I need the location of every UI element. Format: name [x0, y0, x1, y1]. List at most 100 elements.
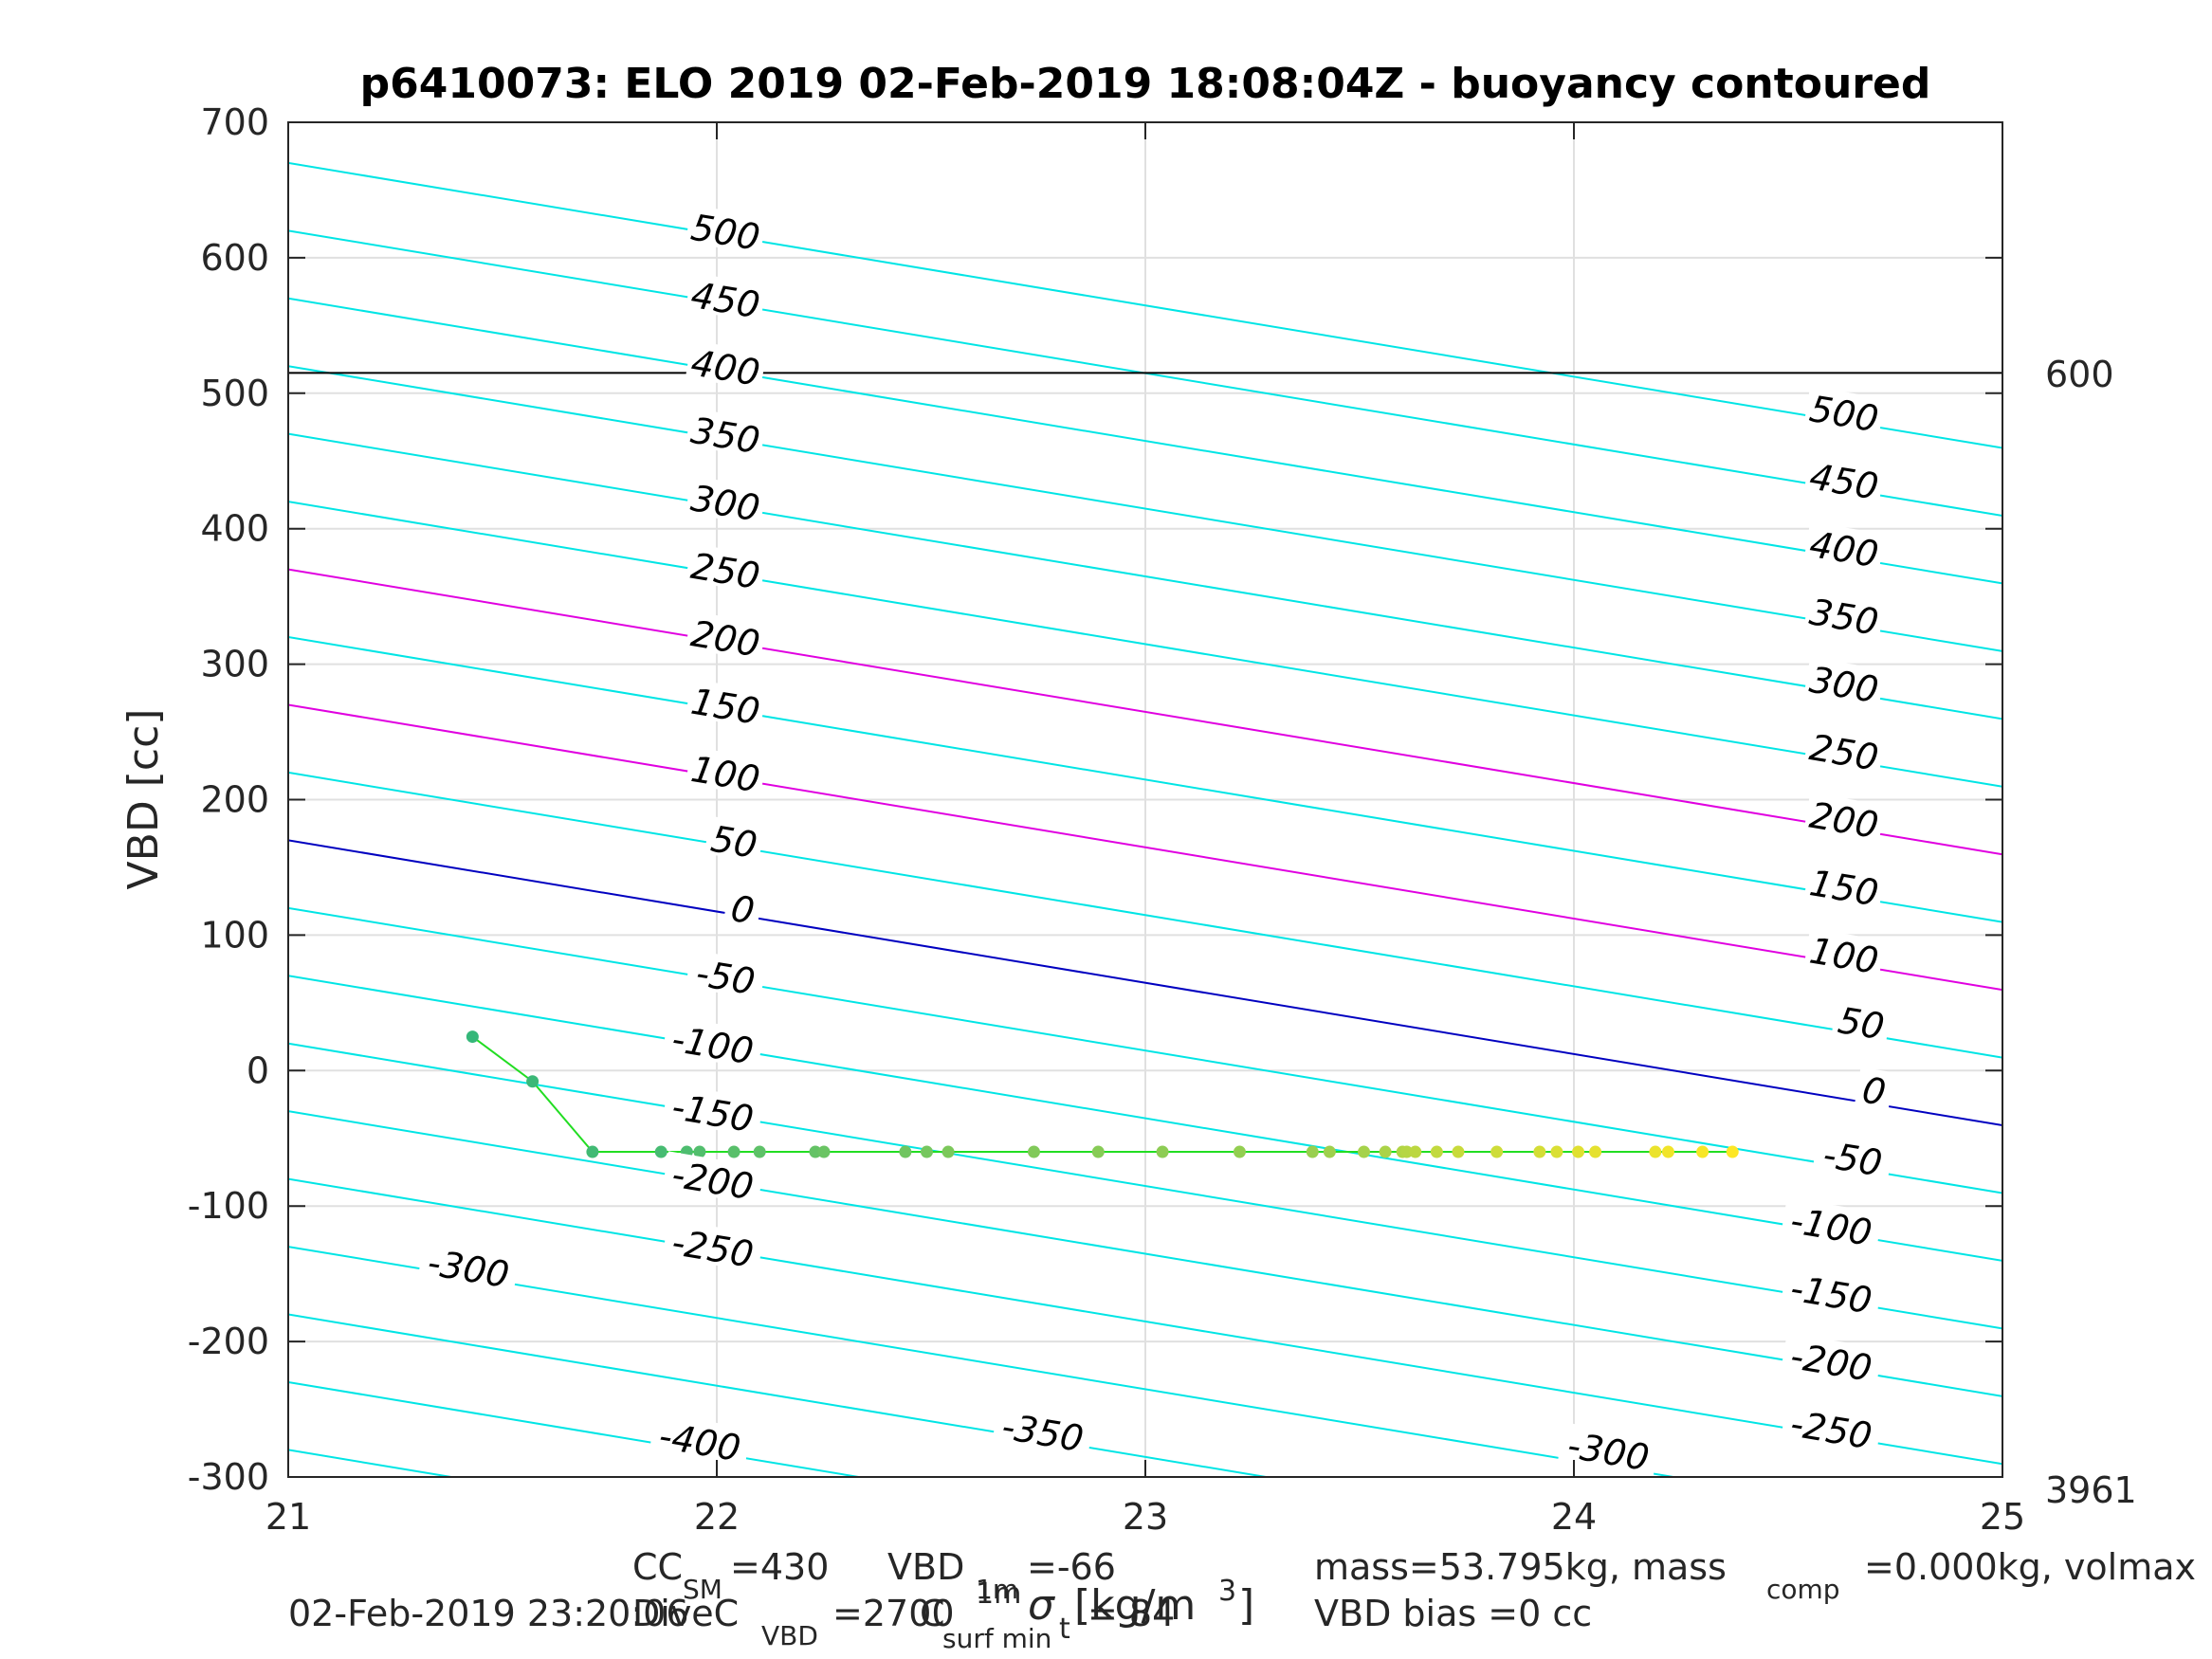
y-tick-label: -200	[188, 1321, 269, 1362]
contour-label-bg	[1803, 386, 1886, 437]
contour-line	[288, 906, 2002, 1194]
profile-point	[899, 1145, 912, 1158]
contour-label-bg	[1781, 1197, 1883, 1251]
profile-point	[753, 1145, 766, 1158]
contour-label-bg	[662, 1083, 764, 1138]
y-tick-label: 200	[200, 779, 269, 821]
contour-label-left: 0	[722, 885, 763, 932]
profile-point	[1550, 1145, 1563, 1158]
contour-label-text: 50	[708, 818, 760, 866]
contour-line	[288, 365, 2002, 652]
contour-label-left: 350	[685, 408, 767, 462]
footer-divec-value: =2700	[832, 1593, 955, 1634]
x-axis-label-sup: 1m	[976, 1577, 1021, 1611]
footer-cc-sub: SM	[683, 1574, 722, 1605]
footer-csurf-sub: surf min	[942, 1623, 1051, 1654]
x-axis-label-sub: t	[1059, 1613, 1070, 1646]
contour-label-bg	[1781, 1332, 1883, 1387]
contour-line	[288, 297, 2002, 585]
footer-cc-sm: CC SM =430	[632, 1546, 829, 1607]
profile-point	[526, 1075, 539, 1088]
contour-label-left: -50	[685, 949, 767, 1003]
profile-point	[1156, 1145, 1169, 1158]
profile-series	[466, 1030, 1739, 1158]
contour-label-text: 50	[1836, 999, 1888, 1048]
footer-mass: mass=53.795kg, mass comp =0.000kg, volma…	[1314, 1546, 2196, 1607]
contour-label-right: 200	[1803, 793, 1886, 847]
chart-title: p6410073: ELO 2019 02-Feb-2019 18:08:04Z…	[360, 60, 1931, 108]
contour-label-bg	[1558, 1422, 1660, 1476]
contour-label-right: -50	[1812, 1131, 1894, 1184]
contour-label-bg	[417, 1239, 521, 1293]
profile-point	[1452, 1145, 1465, 1158]
x-axis-label: 1m σ t [kg/m 3 ]	[976, 1562, 1254, 1649]
contour-label-left: 500	[685, 204, 767, 259]
y-tick-label: 0	[247, 1049, 269, 1091]
profile-point	[1533, 1145, 1546, 1158]
x-axis-label-unit-close: ]	[1238, 1581, 1254, 1630]
contour-label-left: 50	[704, 815, 765, 866]
profile-point	[941, 1145, 955, 1158]
contour-label-bg	[685, 339, 767, 391]
contour-label-right: 50	[1831, 997, 1892, 1048]
contour-line	[288, 771, 2002, 1059]
y-tick-label: 700	[200, 101, 269, 143]
contour-label-bg	[649, 1413, 752, 1467]
ref-line-label: 600	[2045, 354, 2114, 395]
y-tick-label: 500	[200, 373, 269, 414]
profile-point	[727, 1145, 740, 1158]
footer-vbd-bias: VBD bias =0 cc	[1314, 1593, 1592, 1634]
footer-mass-sub: comp	[1766, 1574, 1840, 1605]
contour-label-right: 0	[1855, 1066, 1895, 1114]
contour-line	[288, 432, 2002, 720]
y-tick-label: -300	[188, 1456, 269, 1498]
contour-label-bg	[1803, 793, 1886, 843]
profile-point	[1661, 1145, 1674, 1158]
profile-point	[1572, 1145, 1585, 1158]
footer-divec: DiveC VBD =2700	[632, 1593, 955, 1653]
contour-line	[288, 568, 2002, 856]
y-tick-label: 300	[200, 644, 269, 685]
profile-point	[1379, 1145, 1392, 1158]
contour-label-right: 100	[1803, 928, 1886, 982]
x-axis-label-unit-sup: 3	[1218, 1575, 1236, 1608]
contour-line	[288, 501, 2002, 788]
axis-ticks: 21 22 23 24 25-300-200-100010020030040050060…	[188, 101, 2025, 1538]
contour-label-right: 450	[1803, 453, 1886, 508]
profile-point	[1490, 1145, 1504, 1158]
contour-line	[288, 1042, 2002, 1330]
bottom-right-label: 3961	[2045, 1469, 2137, 1511]
contour-label-bg	[662, 1151, 764, 1205]
footer-date: 02-Feb-2019 23:20:06	[288, 1593, 689, 1634]
profile-point	[1726, 1145, 1739, 1158]
contour-line	[288, 975, 2002, 1262]
y-tick-label: -100	[188, 1185, 269, 1227]
contour-label-bg	[1831, 997, 1892, 1045]
contour-label-bg	[1803, 860, 1886, 911]
profile-point	[809, 1145, 822, 1158]
x-tick-label: 24	[1551, 1496, 1597, 1538]
footer-vbd-sub: 1m	[976, 1574, 1018, 1605]
contour-label-bg	[1803, 928, 1886, 978]
contour-label-bg	[1803, 589, 1886, 640]
y-tick-label: 400	[200, 508, 269, 550]
footer-mass-text: mass=53.795kg, mass	[1314, 1546, 1727, 1588]
profile-point	[1409, 1145, 1422, 1158]
footer-csurf-label: C	[920, 1593, 945, 1634]
y-axis-label: VBD [cc]	[119, 709, 168, 890]
x-axis-label-main: σ	[1028, 1581, 1055, 1630]
contour-label-bg	[1803, 453, 1886, 504]
footer-cc-value: =430	[730, 1546, 829, 1588]
profile-point	[693, 1145, 706, 1158]
x-axis-label-unit: [kg/m	[1074, 1581, 1196, 1630]
profile-point	[1358, 1145, 1371, 1158]
profile-point	[1400, 1145, 1414, 1158]
contour-label-text: -50	[693, 952, 758, 1003]
profile-point	[1233, 1145, 1246, 1158]
contour-line	[288, 839, 2002, 1127]
contour-line	[288, 1246, 1679, 1477]
y-tick-label: 100	[200, 914, 269, 956]
profile-point	[1696, 1145, 1709, 1158]
contour-label-bg	[685, 611, 767, 662]
contour-label-bg	[1803, 724, 1886, 775]
